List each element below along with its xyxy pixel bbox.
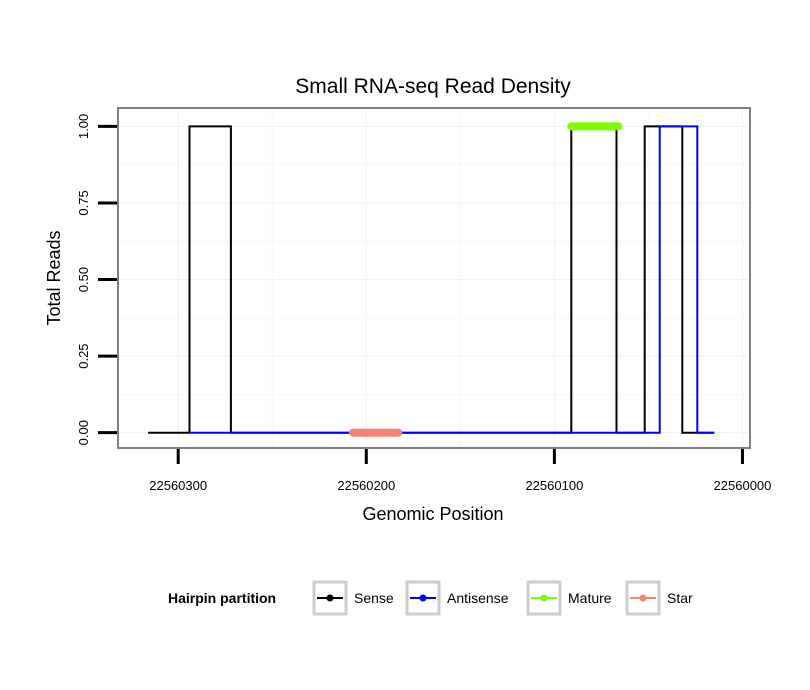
legend-title: Hairpin partition — [168, 590, 276, 606]
legend-label-antisense: Antisense — [447, 590, 509, 606]
x-axis-title: Genomic Position — [362, 504, 503, 524]
y-tick-label-4: 1.00 — [76, 114, 91, 139]
legend-key-point-antisense — [419, 594, 427, 602]
y-tick-label-0: 0.00 — [76, 420, 91, 445]
data-series — [148, 122, 715, 437]
y-tick-label-3: 0.75 — [76, 190, 91, 215]
legend-key-point-star — [639, 594, 647, 602]
legend-key-point-sense — [326, 594, 334, 602]
y-axis-title: Total Reads — [44, 230, 64, 325]
chart-title: Small RNA-seq Read Density — [295, 75, 571, 98]
plot-panel — [117, 107, 751, 449]
legend: Hairpin partition Sense Antisense Mature St… — [168, 580, 693, 616]
x-tick-label-0: 22560300 — [149, 478, 207, 493]
y-tick-label-2: 0.50 — [76, 267, 91, 292]
legend-label-sense: Sense — [354, 590, 394, 606]
legend-key-point-mature — [540, 594, 548, 602]
y-tick-label-1: 0.25 — [76, 343, 91, 368]
series-antisense-line — [189, 125, 715, 434]
x-tick-label-1: 22560200 — [337, 478, 395, 493]
x-tick-label-2: 22560100 — [525, 478, 583, 493]
x-tick-label-3: 22560000 — [714, 478, 772, 493]
grid-lines — [119, 109, 749, 447]
y-axis: 0.00 0.25 0.50 0.75 1.00 — [76, 114, 117, 445]
x-axis: 22560300 22560200 22560100 22560000 — [149, 449, 771, 493]
legend-label-mature: Mature — [568, 590, 612, 606]
legend-label-star: Star — [667, 590, 693, 606]
